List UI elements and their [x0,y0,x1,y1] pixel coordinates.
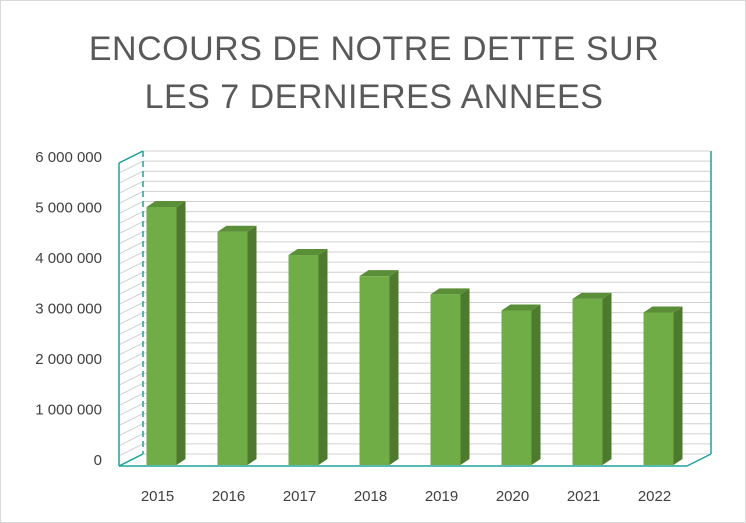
bar-top-2020 [501,304,541,311]
x-tick-label: 2020 [496,488,529,505]
grid-line-side [118,413,144,427]
bar-2022 [643,312,674,465]
grid-line-side [118,352,144,366]
y-tick-label: 6 000 000 [35,149,102,166]
grid-line-side [118,190,144,204]
bar-2016 [217,231,248,465]
bar-top-2016 [217,225,257,232]
chart-title-line-2: LES 7 DERNIERES ANNEES [144,78,604,116]
grid-line-side [118,271,144,285]
bar-top-2017 [288,248,328,255]
grid-line-side [118,342,144,356]
bar-2017 [288,254,319,465]
bar-top-2021 [572,292,612,299]
y-tick-label: 0 [94,452,102,469]
grid-line-side [118,291,144,305]
grid-line-side [118,160,144,174]
y-tick-label: 3 000 000 [35,301,102,318]
floor-right-edge [686,453,712,467]
bar-top-2022 [643,306,683,313]
bar-side-2022 [673,306,683,465]
bar-side-2021 [602,292,612,465]
bar-side-2020 [531,304,541,465]
y-tick-label: 2 000 000 [35,351,102,368]
side-wall-top-edge [118,150,144,164]
grid-line-side [118,322,144,336]
bar-top-2018 [359,270,399,277]
grid-line-side [118,382,144,396]
grid-line-side [118,281,144,295]
x-tick-label: 2018 [354,488,387,505]
grid-line-side [118,312,144,326]
grid-line-side [118,433,144,447]
grid-line-side [118,170,144,184]
x-tick-label: 2021 [567,488,600,505]
grid-line-side [118,302,144,315]
grid-line-side [118,180,144,194]
x-tick-label: 2022 [638,488,671,505]
grid-line-side [118,241,144,255]
x-tick-label: 2016 [212,488,245,505]
grid-line-side [118,211,144,225]
grid-line-side [118,362,144,376]
chart-title-line-1: ENCOURS DE NOTRE DETTE SUR [88,30,660,68]
grid-line-side [118,231,144,245]
grid-line-side [118,372,144,386]
grid-line-side [118,201,144,214]
grid-line-side [118,221,144,235]
grid-line-side [118,332,144,346]
x-tick-label: 2015 [141,488,174,505]
bar-2015 [146,206,177,465]
chart-title: ENCOURS DE NOTRE DETTE SUR LES 7 DERNIER… [1,25,746,121]
bar-side-2017 [318,248,328,465]
bar-2018 [359,276,390,465]
bar-2019 [430,294,461,465]
x-tick-label: 2019 [425,488,458,505]
bar-top-2019 [430,288,470,295]
bar-top-2015 [146,200,186,207]
bar-side-2015 [176,200,186,465]
y-tick-label: 4 000 000 [35,250,102,267]
x-tick-label: 2017 [283,488,316,505]
floor-left-edge [118,453,144,467]
y-tick-label: 5 000 000 [35,200,102,217]
grid-line-side [118,443,144,457]
grid-line-side [118,251,144,265]
grid-line-side [118,423,144,437]
bar-side-2018 [389,270,399,465]
bar-side-2016 [247,225,257,465]
grid-line-side [118,261,144,275]
bar-side-2019 [460,288,470,465]
grid-line-side [118,392,144,406]
grid-line-side [118,403,144,416]
bar-2020 [501,310,532,465]
bar-2021 [572,298,603,465]
y-tick-label: 1 000 000 [35,402,102,419]
